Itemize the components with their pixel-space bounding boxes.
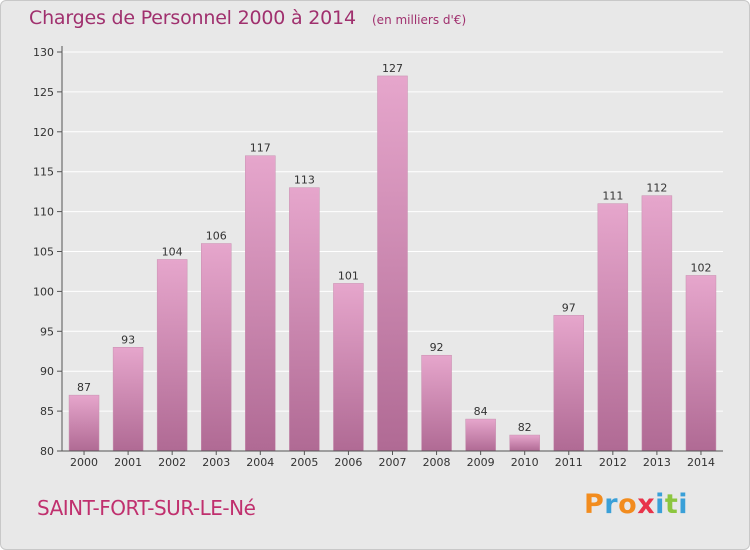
y-tick-label: 125	[33, 86, 54, 99]
data-label: 101	[338, 269, 359, 282]
y-tick-label: 95	[40, 325, 54, 338]
bar-2013	[641, 195, 673, 452]
x-tick-label: 2008	[423, 456, 451, 469]
data-label: 112	[646, 182, 667, 195]
x-tick-label: 2002	[158, 456, 186, 469]
bar-2000	[68, 394, 100, 452]
bar-2002	[156, 259, 188, 452]
logo-letter: P	[584, 489, 605, 520]
y-tick-label: 115	[33, 166, 54, 179]
bar-2003	[201, 243, 232, 452]
bar-2001	[112, 347, 144, 452]
x-tick-label: 2009	[467, 456, 495, 469]
data-label: 104	[162, 245, 183, 258]
x-tick-label: 2006	[334, 456, 362, 469]
proxiti-logo: Proxiti	[584, 489, 688, 520]
x-tick-label: 2003	[202, 456, 230, 469]
y-tick-label: 120	[33, 126, 54, 139]
x-tick-label: 2011	[555, 456, 583, 469]
x-tick-label: 2014	[687, 456, 715, 469]
x-tick-label: 2005	[290, 456, 318, 469]
y-tick-label: 110	[33, 206, 54, 219]
bar-2014	[685, 275, 717, 452]
logo-letter: o	[618, 489, 638, 520]
data-label: 102	[690, 261, 711, 274]
logo-letter: x	[637, 489, 656, 520]
bar-2007	[377, 75, 408, 452]
y-tick-label: 90	[40, 365, 54, 378]
bar-2006	[333, 283, 364, 452]
data-label: 117	[250, 142, 271, 155]
y-tick-label: 130	[33, 46, 54, 59]
chart-title: Charges de Personnel 2000 à 2014	[29, 7, 356, 29]
bar-2005	[289, 187, 320, 452]
data-label: 113	[294, 174, 315, 187]
logo-letter: i	[678, 489, 689, 520]
bar-2009	[465, 418, 496, 452]
data-label: 106	[206, 230, 227, 243]
bar-2008	[421, 354, 452, 452]
data-label: 97	[562, 301, 576, 314]
y-tick-label: 100	[33, 285, 54, 298]
x-tick-label: 2004	[246, 456, 274, 469]
x-tick-label: 2012	[599, 456, 627, 469]
bar-2004	[245, 155, 276, 452]
bar-2011	[553, 315, 584, 452]
data-label: 127	[382, 62, 403, 75]
place-name: SAINT-FORT-SUR-LE-Né	[37, 496, 256, 520]
data-label: 84	[474, 405, 488, 418]
x-tick-label: 2001	[114, 456, 142, 469]
data-label: 111	[602, 190, 623, 203]
data-label: 82	[518, 421, 532, 434]
logo-letter: r	[604, 489, 619, 520]
data-label: 92	[430, 341, 444, 354]
logo-letter: t	[664, 489, 679, 520]
bar-2010	[509, 434, 540, 452]
y-tick-label: 85	[40, 405, 54, 418]
x-tick-label: 2010	[511, 456, 539, 469]
x-tick-label: 2013	[643, 456, 671, 469]
chart-subtitle: (en milliers d'€)	[372, 13, 467, 27]
y-tick-label: 105	[33, 246, 54, 259]
data-label: 93	[121, 333, 135, 346]
x-tick-label: 2000	[70, 456, 98, 469]
bar-2012	[597, 203, 629, 452]
data-label: 87	[77, 381, 91, 394]
x-tick-label: 2007	[379, 456, 407, 469]
logo-letter: i	[655, 489, 665, 520]
y-tick-label: 80	[40, 445, 54, 458]
